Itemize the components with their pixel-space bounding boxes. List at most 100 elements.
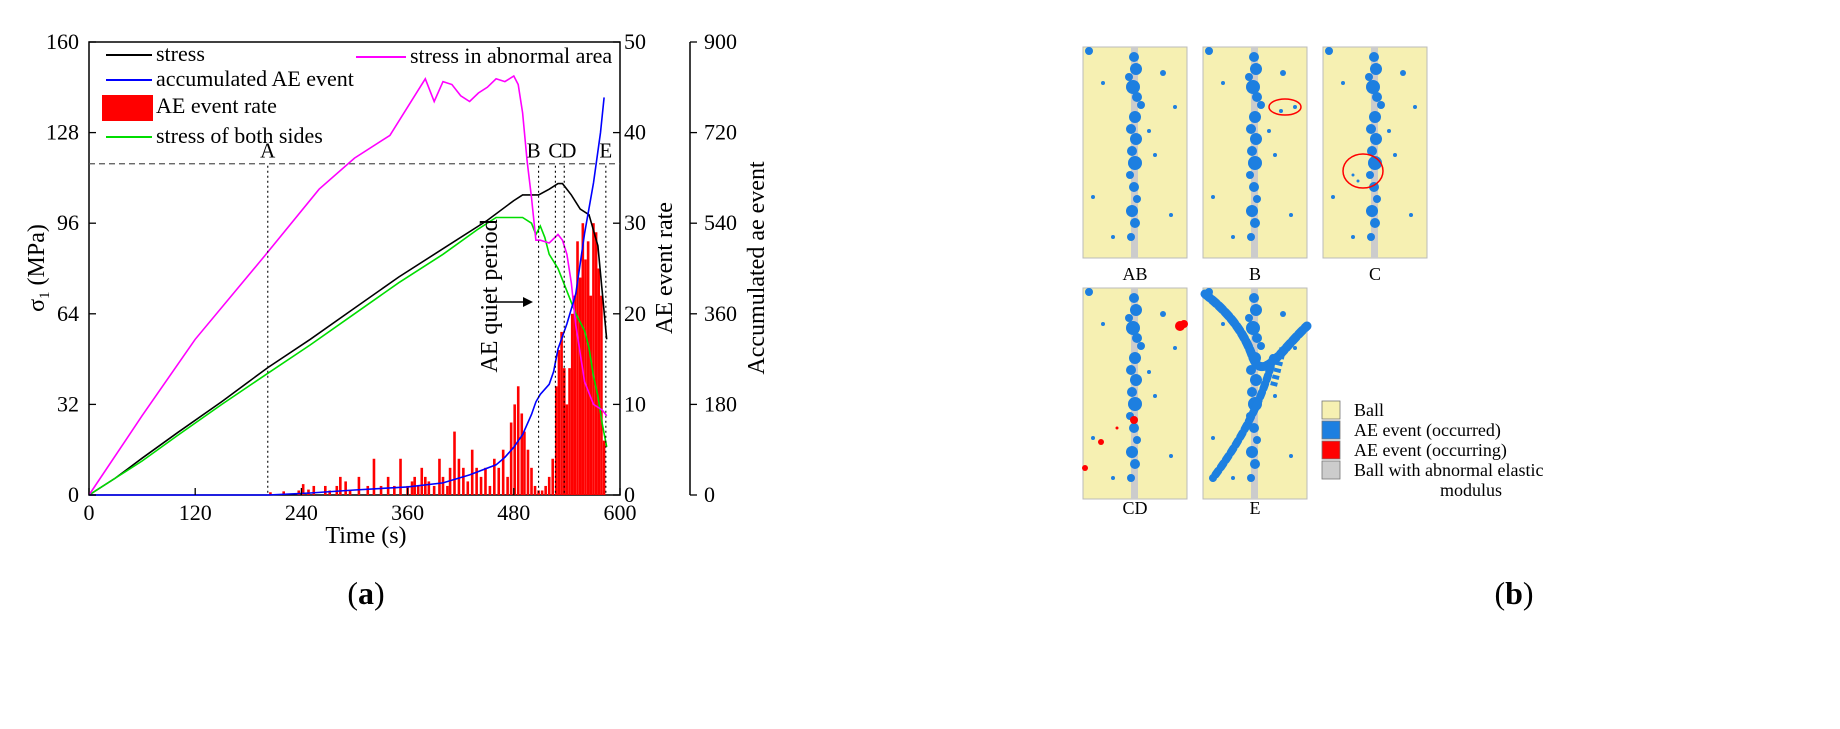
- y-label-sub: 1: [37, 291, 53, 299]
- snapshot-label-B: B: [1249, 264, 1261, 284]
- legend-b-label-occurred: AE event (occurred): [1354, 420, 1501, 441]
- marker-label-C: C: [548, 139, 562, 163]
- legend-label-abnormal: stress in abnormal area: [410, 43, 612, 68]
- ae-rate-bar: [416, 485, 420, 495]
- panel-label-a: (a): [347, 575, 384, 611]
- ae-rate-bar: [576, 241, 579, 495]
- snapshot-E: [1200, 287, 1312, 500]
- accumulated-ae-line: [89, 97, 605, 496]
- y-tick-label-rate: 20: [624, 301, 646, 326]
- ae-rate-bar: [282, 491, 285, 495]
- ae-rate-bar: [366, 485, 370, 495]
- legend-label-accum: accumulated AE event: [156, 66, 354, 91]
- ae-rate-bar: [328, 490, 332, 495]
- y-tick-label-stress: 96: [57, 210, 79, 235]
- snapshot-C-highlight: [1342, 153, 1384, 189]
- snapshot-label-E: E: [1250, 498, 1261, 518]
- chart-a: A B CD E 0 120 240 360 480 600032649612816001020…: [24, 29, 770, 611]
- ae-rate-bar: [357, 476, 361, 495]
- ae-rate-bar: [600, 295, 603, 495]
- ae-rate-bar: [592, 223, 595, 495]
- ae-rate-bar: [501, 449, 505, 495]
- legend-b-swatch-occurring: [1321, 440, 1341, 460]
- y-tick-label-stress: 128: [46, 120, 79, 145]
- ae-rate-bar: [307, 489, 310, 495]
- legend-b-label-occurring: AE event (occurring): [1354, 440, 1507, 461]
- ae-rate-bar: [297, 490, 301, 495]
- ae-rate-bar: [446, 485, 449, 495]
- legend-b-label-abnormal-line2: modulus: [1440, 480, 1502, 500]
- ae-rate-bar: [399, 458, 402, 495]
- y-tick-label-rate: 40: [624, 120, 646, 145]
- ae-rate-bar: [547, 476, 551, 495]
- y-tick-label-stress: 64: [57, 301, 79, 326]
- ae-rate-bar: [509, 422, 513, 495]
- y-tick-label-stress: 0: [68, 482, 79, 507]
- ae-rate-bar: [427, 481, 431, 495]
- legend-b-label-ball: Ball: [1354, 400, 1384, 420]
- ae-rate-bar: [526, 449, 530, 495]
- ae-rate-bar: [410, 481, 414, 495]
- y-tick-label-rate: 0: [624, 482, 635, 507]
- ae-rate-bar: [551, 458, 555, 495]
- ae-rate-bar: [484, 467, 487, 495]
- ae-rate-bar: [488, 485, 492, 495]
- snapshot-AB: [1082, 46, 1188, 259]
- ae-rate-bar: [523, 431, 526, 495]
- panel-label-a-letter: a: [358, 575, 374, 611]
- legend-swatch-rate: [102, 95, 153, 121]
- y-tick-label-accum: 180: [704, 391, 737, 416]
- ae-rate-bar: [372, 458, 376, 495]
- ae-rate-bar: [570, 313, 574, 495]
- snapshot-B-highlight: [1268, 98, 1302, 116]
- ae-rate-bar: [560, 331, 563, 495]
- ae-rate-bar: [386, 476, 390, 495]
- y-label-unit: (MPa): [24, 224, 50, 291]
- ae-rate-bar: [475, 467, 478, 495]
- legend-label-rate: AE event rate: [156, 93, 277, 118]
- legend-b-label-abnormal: Ball with abnormal elastic modulus: [1354, 460, 1543, 500]
- ae-rate-bar: [565, 404, 569, 495]
- ae-rate-bar: [506, 476, 509, 495]
- y-tick-label-rate: 50: [624, 29, 646, 54]
- legend-b-swatch-abnormal: [1321, 460, 1341, 480]
- snapshot-B: [1202, 46, 1308, 259]
- ae-rate-bars: [269, 223, 606, 495]
- x-tick-label: 600: [604, 500, 637, 525]
- ae-rate-bar: [301, 484, 305, 495]
- legend: stress accumulated AE event AE event rat…: [102, 41, 612, 148]
- snapshot-label-CD: CD: [1122, 498, 1147, 518]
- y-tick-label-accum: 900: [704, 29, 737, 54]
- ae-rate-bar: [462, 467, 465, 495]
- y-tick-label-rate: 10: [624, 391, 646, 416]
- y-tick-label-accum: 0: [704, 482, 715, 507]
- ae-rate-bar: [589, 295, 593, 495]
- marker-label-E: E: [599, 139, 612, 163]
- y-axis-label-accum: Accumulated ae event: [744, 161, 770, 375]
- snapshot-CD: [1082, 287, 1188, 500]
- x-tick-label: 360: [391, 500, 424, 525]
- ae-rate-bar: [339, 476, 342, 495]
- series-lines: [88, 74, 608, 496]
- y-axis-label-stress: σ1 (MPa): [24, 224, 53, 312]
- y-tick-label-rate: 30: [624, 210, 646, 235]
- ae-rate-bar: [581, 223, 585, 495]
- y-tick-label-accum: 720: [704, 120, 737, 145]
- y-tick-label-accum: 540: [704, 210, 737, 235]
- legend-b: Ball AE event (occurred) AE event (occur…: [1321, 400, 1543, 500]
- ae-rate-bar: [348, 490, 352, 495]
- y-label-sigma: σ: [24, 299, 50, 312]
- ae-rate-bar: [323, 485, 327, 495]
- ae-rate-bar: [493, 458, 496, 495]
- chart-b: AB B C CD: [1082, 46, 1543, 611]
- ae-rate-bar: [479, 476, 483, 495]
- y-tick-label-accum: 360: [704, 301, 737, 326]
- ae-rate-bar: [513, 404, 516, 495]
- ae-rate-bar: [457, 458, 461, 495]
- snapshot-label-C: C: [1369, 264, 1381, 284]
- ae-rate-bar: [597, 268, 601, 495]
- snapshot-C: [1322, 46, 1428, 259]
- ae-rate-bar: [557, 350, 561, 495]
- marker-label-A: A: [260, 139, 276, 163]
- ae-rate-bar: [568, 368, 571, 495]
